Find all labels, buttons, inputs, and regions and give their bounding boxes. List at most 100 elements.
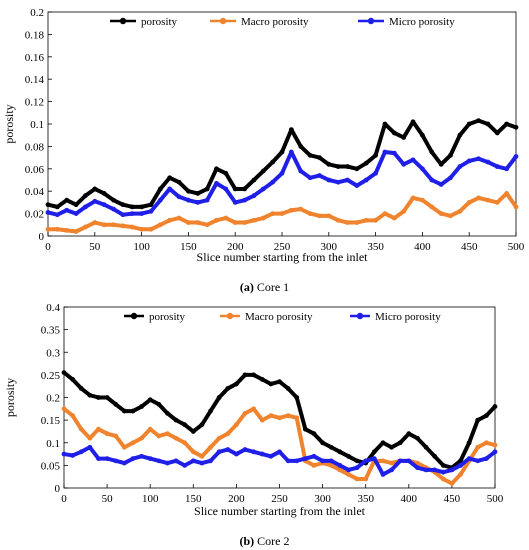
series-micro-point [78, 449, 84, 455]
series-micro-point [129, 211, 135, 217]
series-porosity-point [448, 152, 453, 158]
series-porosity-point [232, 186, 238, 192]
series-porosity-point [288, 127, 294, 132]
y-tick-label: 0 [55, 483, 61, 495]
series-porosity-point [225, 386, 231, 391]
series-micro-point [294, 458, 300, 464]
series-porosity-point [415, 435, 420, 441]
series-micro-point [449, 467, 455, 473]
series-micro-point [326, 177, 332, 183]
series-porosity-point [73, 202, 79, 208]
series-porosity-point [104, 395, 110, 400]
series-micro-point [259, 451, 265, 457]
series-porosity-point [130, 408, 136, 414]
series-micro-point [92, 198, 98, 204]
series-macro-point [504, 191, 510, 196]
series-porosity-point [204, 186, 210, 192]
series-porosity-point [156, 401, 162, 407]
series-micro-point [167, 186, 173, 192]
series-macro-point [363, 476, 369, 482]
series-porosity-point [397, 440, 403, 446]
series-macro-point [182, 440, 188, 446]
series-micro-point [139, 453, 144, 459]
series-micro-point [401, 161, 407, 167]
y-tick-label: 0.05 [41, 460, 61, 472]
series-micro-point [64, 207, 70, 213]
legend-label-porosity: porosity [141, 16, 178, 28]
y-tick-label: 0.2 [46, 393, 60, 405]
series-porosity-point [268, 381, 274, 387]
series-micro-point [61, 451, 67, 457]
series-micro-point [199, 460, 205, 466]
series-macro-point [317, 213, 322, 219]
series-porosity-point [87, 392, 93, 398]
series-macro-point [64, 228, 70, 233]
x-tick-label: 400 [401, 493, 418, 505]
series-porosity-point [70, 377, 76, 382]
y-tick-label: 0.04 [25, 186, 45, 198]
series-micro-point [165, 460, 170, 466]
y-tick-label: 0.4 [46, 302, 60, 314]
series-macro-point [373, 217, 378, 223]
series-porosity-point [120, 202, 126, 208]
series-porosity-point [307, 152, 313, 158]
series-macro-point [458, 472, 463, 477]
series-porosity-point [259, 377, 265, 382]
series-macro-point [380, 458, 386, 464]
legend-label-micro: Micro porosity [389, 16, 455, 28]
series-micro-point [130, 456, 136, 461]
series-micro-point [302, 456, 308, 461]
series-macro-point [354, 220, 360, 225]
y-tick-label: 0.35 [41, 325, 61, 337]
series-micro-point [96, 456, 101, 461]
series-micro-point [483, 456, 489, 461]
series-micro-point [173, 458, 179, 464]
series-macro-point [190, 449, 196, 455]
legend-label-porosity: porosity [149, 311, 186, 323]
x-tick-label: 150 [185, 493, 202, 505]
series-macro-point [294, 415, 300, 421]
series-porosity-point [298, 144, 304, 149]
series-micro-point [354, 183, 360, 189]
series-macro-point [494, 200, 500, 205]
series-porosity-point [176, 179, 182, 185]
series-micro-point [389, 467, 394, 473]
series-porosity-point [513, 124, 519, 130]
legend-marker-micro [356, 312, 364, 320]
x-tick-label: 0 [45, 241, 51, 253]
series-micro-point [382, 149, 388, 155]
series-micro-point [485, 159, 491, 165]
series-micro-point [307, 175, 313, 181]
y-tick-label: 0.1 [30, 119, 44, 131]
series-porosity-point [199, 422, 205, 428]
series-macro-point [223, 215, 229, 221]
series-macro-point [101, 222, 107, 228]
x-tick-label: 450 [461, 241, 478, 253]
y-tick-label: 0.16 [25, 52, 45, 64]
series-micro-point [288, 149, 294, 155]
x-tick-label: 250 [271, 493, 288, 505]
series-macro-point [476, 195, 481, 201]
series-porosity-point [337, 449, 343, 455]
series-porosity-point [382, 121, 388, 127]
series-micro-point [406, 458, 412, 464]
legend-label-micro: Micro porosity [375, 311, 441, 323]
series-micro-point [415, 465, 420, 471]
series-porosity-point [494, 130, 500, 136]
series-micro-point [190, 458, 196, 464]
series-micro-point [432, 467, 438, 473]
x-tick-label: 50 [102, 493, 114, 505]
series-micro-point [73, 211, 79, 217]
y-tick-label: 0.14 [25, 74, 45, 86]
series-porosity-point [214, 166, 219, 172]
legend-label-macro: Macro porosity [245, 311, 313, 323]
series-porosity-point [354, 458, 360, 464]
series-micro-point [448, 175, 453, 181]
series-micro-point [354, 465, 360, 471]
series-micro-point [251, 193, 257, 199]
series-micro-point [121, 460, 127, 466]
series-porosity-point [54, 204, 60, 210]
series-macro-point [147, 426, 153, 432]
series-porosity-point [345, 164, 350, 169]
series-micro-point [87, 444, 93, 450]
